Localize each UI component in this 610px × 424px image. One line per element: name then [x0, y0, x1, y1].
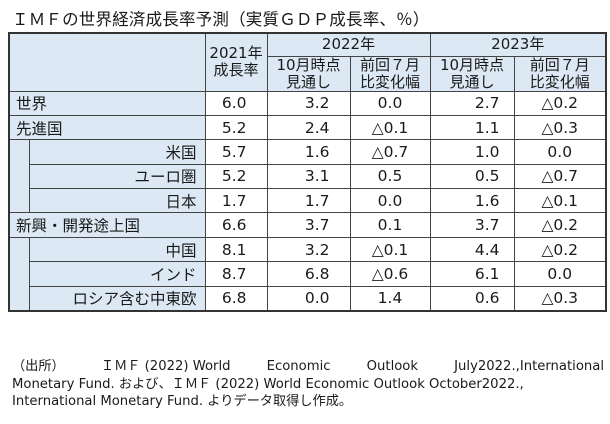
value-cell: 0.5: [429, 163, 515, 190]
value-cell: 4.4: [429, 236, 515, 263]
indent-cell: [8, 261, 30, 287]
growth-forecast-table: 2021年 成長率 2022年 2023年 10月時点 見通し 前回７月 比変化…: [8, 32, 607, 313]
value-cell: 6.1: [429, 261, 515, 287]
value-cell: △0.2: [513, 236, 607, 263]
source-note-part: Outlook: [366, 359, 419, 374]
indent-cell: [8, 164, 30, 189]
source-note-line-2: Monetary Fund. および、ＩＭＦ (2022) World Econ…: [12, 376, 524, 392]
source-note-line-3: International Monetary Fund. よりデータ取得し作成。: [12, 394, 353, 409]
value-cell: 0.6: [429, 285, 515, 312]
value-cell: 0.0: [349, 188, 431, 214]
value-cell: 0.1: [349, 212, 431, 238]
header-2023-oct-forecast: 10月時点 見通し: [429, 55, 515, 92]
table-title: ＩＭＦの世界経済成長率予測（実質ＧＤＰ成長率、％）: [12, 10, 430, 29]
value-cell: 3.2: [266, 90, 351, 116]
value-cell: 6.8: [266, 261, 351, 287]
value-cell: 0.0: [513, 139, 607, 165]
value-cell: 1.6: [266, 139, 351, 165]
table-row: インド 8.7 6.8 △0.6 6.1 0.0: [8, 261, 607, 287]
value-cell: 5.2: [204, 114, 268, 141]
source-note-part: July2022.,International: [454, 359, 604, 374]
value-cell: 6.8: [204, 285, 268, 312]
row-label: インド: [28, 261, 206, 287]
value-cell: △0.7: [349, 139, 431, 165]
value-cell: 1.4: [349, 285, 431, 312]
corner-cell: [8, 32, 206, 92]
source-note-line-1: （出所） ＩＭＦ (2022) World Economic Outlook J…: [12, 358, 604, 376]
row-label: 世界: [8, 90, 206, 116]
value-cell: 3.7: [429, 212, 515, 238]
header-2022-change: 前回７月 比変化幅: [349, 55, 431, 92]
table-row: ロシア含む中東欧 6.8 0.0 1.4 0.6 △0.3: [8, 285, 607, 312]
value-cell: 1.7: [266, 188, 351, 214]
value-cell: 8.7: [204, 261, 268, 287]
table-row: 先進国 5.2 2.4 △0.1 1.1 △0.3: [8, 114, 607, 141]
value-cell: 5.2: [204, 163, 268, 190]
table-row: 日本 1.7 1.7 0.0 1.6 △0.1: [8, 188, 607, 214]
value-cell: 6.6: [204, 212, 268, 238]
indent-cell: [8, 286, 30, 312]
value-cell: 1.1: [429, 114, 515, 141]
table-row: 世界 6.0 3.2 0.0 2.7 △0.2: [8, 90, 607, 116]
value-cell: △0.6: [349, 261, 431, 287]
header-year-2023: 2023年: [429, 32, 607, 57]
row-label: 日本: [28, 188, 206, 214]
table-row: 中国 8.1 3.2 △0.1 4.4 △0.2: [8, 236, 607, 263]
value-cell: △0.1: [513, 188, 607, 214]
value-cell: 0.5: [349, 163, 431, 190]
table-row: 新興・開発途上国 6.6 3.7 0.1 3.7 △0.2: [8, 212, 607, 238]
row-label: 中国: [28, 236, 206, 263]
value-cell: △0.2: [513, 212, 607, 238]
source-note: （出所） ＩＭＦ (2022) World Economic Outlook J…: [12, 358, 604, 411]
header-2022-oct-forecast: 10月時点 見通し: [266, 55, 351, 92]
value-cell: 1.6: [429, 188, 515, 214]
value-cell: 3.7: [266, 212, 351, 238]
header-2021-growth: 2021年 成長率: [204, 32, 268, 92]
value-cell: 2.7: [429, 90, 515, 116]
value-cell: △0.1: [349, 114, 431, 141]
row-label: ロシア含む中東欧: [28, 285, 206, 312]
value-cell: 2.4: [266, 114, 351, 141]
value-cell: 0.0: [266, 285, 351, 312]
header-year-2022: 2022年: [266, 32, 431, 57]
value-cell: △0.3: [513, 285, 607, 312]
value-cell: △0.7: [513, 163, 607, 190]
row-label: 先進国: [8, 114, 206, 141]
indent-cell: [8, 188, 30, 214]
row-label: 米国: [28, 139, 206, 165]
indent-cell: [8, 237, 30, 262]
source-note-part: ＩＭＦ (2022) World: [100, 359, 231, 374]
value-cell: 0.0: [513, 261, 607, 287]
value-cell: 3.1: [266, 163, 351, 190]
source-note-part: Economic: [266, 359, 331, 374]
value-cell: 6.0: [204, 90, 268, 116]
value-cell: 8.1: [204, 236, 268, 263]
value-cell: 5.7: [204, 139, 268, 165]
value-cell: △0.1: [349, 236, 431, 263]
value-cell: 3.2: [266, 236, 351, 263]
table-row: 米国 5.7 1.6 △0.7 1.0 0.0: [8, 139, 607, 165]
header-2023-change: 前回７月 比変化幅: [513, 55, 607, 92]
value-cell: 1.7: [204, 188, 268, 214]
table-row: ユーロ圏 5.2 3.1 0.5 0.5 △0.7: [8, 163, 607, 190]
value-cell: 0.0: [349, 90, 431, 116]
source-note-part: （出所）: [12, 359, 65, 374]
row-label: ユーロ圏: [28, 163, 206, 190]
value-cell: 1.0: [429, 139, 515, 165]
value-cell: △0.2: [513, 90, 607, 116]
indent-cell: [8, 139, 30, 165]
value-cell: △0.3: [513, 114, 607, 141]
row-label: 新興・開発途上国: [8, 212, 206, 238]
